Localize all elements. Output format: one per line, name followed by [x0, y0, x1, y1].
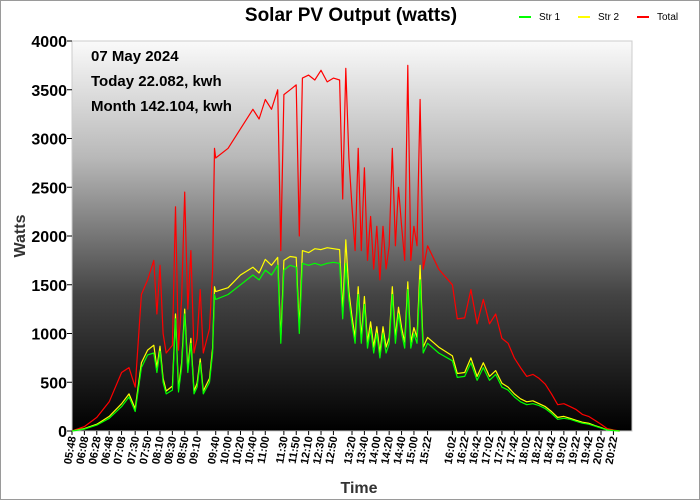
- legend-label-str2: Str 2: [598, 12, 620, 23]
- x-tick-label: 19:22: [566, 435, 583, 465]
- x-tick-label: 14:20: [379, 435, 396, 465]
- x-tick-label: 13:40: [355, 435, 372, 465]
- x-tick-label: 14:40: [392, 435, 409, 465]
- y-axis-label: Watts: [12, 214, 29, 257]
- x-tick-label: 12:10: [299, 435, 316, 465]
- y-tick-label: 4000: [31, 34, 67, 51]
- x-tick-label: 16:42: [467, 435, 484, 465]
- x-tick-label: 10:40: [243, 435, 260, 465]
- x-tick-label: 18:02: [517, 435, 534, 465]
- x-tick-label: 19:02: [554, 435, 571, 465]
- x-tick-label: 20:02: [591, 435, 608, 465]
- y-tick-label: 0: [58, 424, 67, 441]
- x-tick-label: 09:10: [187, 435, 204, 465]
- plot-area: [71, 40, 633, 432]
- y-axis: 0 500 1000 1500 2000 2500 3000 3500 4000: [31, 34, 72, 441]
- x-tick-label: 11:50: [287, 435, 304, 464]
- y-tick-label: 3500: [31, 83, 67, 100]
- x-tick-label: 09:40: [206, 435, 223, 465]
- series-line-str-1: [71, 261, 620, 432]
- x-tick-label: 08:50: [175, 435, 192, 465]
- x-tick-label: 10:20: [231, 435, 248, 465]
- x-tick-label: 12:30: [311, 435, 328, 465]
- x-tick-label: 17:02: [480, 435, 497, 465]
- annotation-date: 07 May 2024: [91, 48, 179, 65]
- x-tick-label: 17:22: [492, 435, 509, 465]
- chart-title: Solar PV Output (watts): [245, 5, 457, 26]
- series-line-total: [71, 64, 620, 432]
- annotations: 07 May 2024 Today 22.082, kwh Month 142.…: [91, 48, 232, 115]
- y-tick-label: 2500: [31, 180, 67, 197]
- x-tick-label: 07:50: [138, 435, 155, 465]
- x-tick-label: 11:30: [274, 435, 291, 464]
- x-tick-label: 05:48: [62, 435, 79, 465]
- x-axis: 05:4806:0806:2806:4807:0807:3007:5008:10…: [62, 431, 620, 465]
- x-tick-label: 06:48: [99, 435, 116, 465]
- legend-label-str1: Str 1: [539, 12, 561, 23]
- x-tick-label: 20:22: [604, 435, 621, 465]
- annotation-month: Month 142.104, kwh: [91, 98, 232, 115]
- x-axis-label: Time: [340, 480, 377, 497]
- x-tick-label: 12:50: [324, 435, 341, 465]
- x-tick-label: 15:00: [404, 435, 421, 465]
- x-tick-label: 15:22: [418, 435, 435, 465]
- x-tick-label: 07:30: [125, 435, 142, 465]
- x-tick-label: 08:30: [163, 435, 180, 465]
- annotation-today: Today 22.082, kwh: [91, 73, 222, 90]
- x-tick-label: 18:42: [542, 435, 559, 465]
- y-tick-label: 500: [40, 375, 67, 392]
- y-tick-label: 1500: [31, 278, 67, 295]
- x-tick-label: 10:00: [218, 435, 235, 465]
- x-tick-label: 11:00: [256, 435, 273, 464]
- x-tick-label: 08:10: [150, 435, 167, 465]
- series-layer: [71, 64, 620, 432]
- x-tick-label: 06:28: [87, 435, 104, 465]
- x-tick-label: 06:08: [75, 435, 92, 465]
- x-tick-label: 19:42: [579, 435, 596, 465]
- legend-label-total: Total: [657, 12, 678, 23]
- y-tick-label: 3000: [31, 132, 67, 149]
- x-tick-label: 14:00: [367, 435, 384, 465]
- x-tick-label: 18:22: [529, 435, 546, 465]
- y-tick-label: 1000: [31, 327, 67, 344]
- x-tick-label: 16:22: [455, 435, 472, 465]
- x-tick-label: 07:08: [112, 435, 129, 465]
- legend: Str 1 Str 2 Total: [519, 12, 678, 23]
- x-tick-label: 13:20: [342, 435, 359, 465]
- y-tick-label: 2000: [31, 229, 67, 246]
- x-tick-label: 16:02: [443, 435, 460, 465]
- x-tick-label: 17:42: [505, 435, 522, 465]
